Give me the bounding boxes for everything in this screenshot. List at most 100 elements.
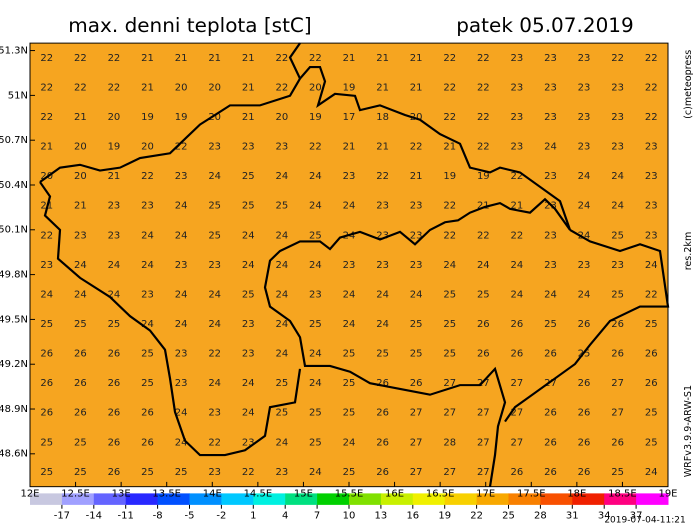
temperature-value: 22 <box>477 53 490 64</box>
temperature-value: 22 <box>275 53 288 64</box>
temperature-value: 24 <box>309 260 322 271</box>
temperature-value: 21 <box>343 53 356 64</box>
temperature-value: 24 <box>645 467 658 478</box>
temperature-value: 26 <box>410 378 423 389</box>
temperature-value: 26 <box>544 467 557 478</box>
y-tick-label: 49.5N <box>0 315 28 326</box>
colorbar-label: 22 <box>470 511 483 522</box>
temperature-value: 23 <box>40 260 53 271</box>
temperature-value: 23 <box>544 83 557 94</box>
temperature-value: 23 <box>175 171 188 182</box>
temperature-value: 23 <box>108 201 121 212</box>
colorbar-segment <box>61 493 95 505</box>
temperature-value: 23 <box>578 112 591 123</box>
temperature-value: 25 <box>309 319 322 330</box>
temperature-value: 23 <box>275 467 288 478</box>
temperature-value: 19 <box>309 112 322 123</box>
temperature-value: 22 <box>40 83 53 94</box>
temperature-value: 23 <box>544 201 557 212</box>
temperature-value: 26 <box>108 408 121 419</box>
temperature-value: 23 <box>645 201 658 212</box>
temperature-value: 21 <box>242 112 255 123</box>
temperature-value: 23 <box>611 142 624 153</box>
temperature-value: 24 <box>175 230 188 241</box>
temperature-value: 22 <box>208 437 221 448</box>
temperature-value: 24 <box>376 290 389 301</box>
colorbar-label: -5 <box>185 511 195 522</box>
temperature-value: 19 <box>443 171 456 182</box>
temperature-value: 21 <box>376 142 389 153</box>
temperature-value: 22 <box>141 171 154 182</box>
temperature-value: 23 <box>544 53 557 64</box>
temperature-value: 23 <box>578 142 591 153</box>
temperature-value: 21 <box>208 53 221 64</box>
colorbar-segment <box>444 493 478 505</box>
temperature-value: 24 <box>275 230 288 241</box>
temperature-value: 24 <box>175 201 188 212</box>
timestamp: 2019-07-04-11:21 <box>604 516 685 525</box>
temperature-value: 25 <box>74 319 87 330</box>
temperature-value: 24 <box>343 201 356 212</box>
temperature-value: 23 <box>175 349 188 360</box>
colorbar-segment <box>317 493 350 505</box>
temperature-value: 24 <box>343 319 356 330</box>
temperature-value: 23 <box>343 171 356 182</box>
temperature-value: 23 <box>242 319 255 330</box>
temperature-value: 23 <box>410 201 423 212</box>
temperature-value: 25 <box>443 319 456 330</box>
temperature-value: 23 <box>645 142 658 153</box>
temperature-value: 24 <box>108 290 121 301</box>
temperature-value: 24 <box>275 171 288 182</box>
temperature-value: 27 <box>477 437 490 448</box>
y-tick-label: 49.8N <box>0 270 28 281</box>
temperature-value: 20 <box>275 112 288 123</box>
temperature-value: 21 <box>74 201 87 212</box>
x-tick-label: 17E <box>476 488 495 499</box>
temperature-value: 22 <box>443 83 456 94</box>
temperature-value: 21 <box>141 83 154 94</box>
temperature-value: 21 <box>40 142 53 153</box>
x-tick-label: 15E <box>294 488 313 499</box>
temperature-value: 19 <box>141 112 154 123</box>
temperature-value: 23 <box>410 230 423 241</box>
temperature-value: 23 <box>309 290 322 301</box>
temperature-value: 20 <box>141 142 154 153</box>
temperature-value: 23 <box>578 83 591 94</box>
temperature-value: 19 <box>175 112 188 123</box>
temperature-value: 22 <box>40 53 53 64</box>
temperature-value: 24 <box>40 290 53 301</box>
temperature-value: 24 <box>208 171 221 182</box>
temperature-value: 24 <box>74 290 87 301</box>
x-tick-label: 14E <box>203 488 222 499</box>
temperature-value: 21 <box>343 142 356 153</box>
temperature-value: 26 <box>108 437 121 448</box>
temperature-value: 24 <box>275 349 288 360</box>
x-tick-label: 18.5E <box>608 488 637 499</box>
temperature-value: 26 <box>40 349 53 360</box>
colorbar-label: 4 <box>282 511 288 522</box>
temperature-value: 20 <box>309 83 322 94</box>
temperature-value: 20 <box>74 171 87 182</box>
temperature-value: 25 <box>175 467 188 478</box>
temperature-value: 22 <box>242 467 255 478</box>
temperature-value: 23 <box>578 260 591 271</box>
temperature-value: 25 <box>376 349 389 360</box>
temperature-value: 24 <box>611 201 624 212</box>
temperature-value: 26 <box>578 467 591 478</box>
temperature-value: 22 <box>40 112 53 123</box>
colorbar-label: 19 <box>438 511 451 522</box>
temperature-value: 20 <box>208 83 221 94</box>
colorbar-segment <box>476 493 509 505</box>
temperature-value: 25 <box>645 437 658 448</box>
temperature-value: 24 <box>242 260 255 271</box>
colorbar-segment <box>572 493 605 505</box>
colorbar-label: 7 <box>314 511 320 522</box>
temperature-value: 25 <box>242 171 255 182</box>
colorbar-label: -11 <box>118 511 134 522</box>
temperature-value: 26 <box>544 408 557 419</box>
temperature-value: 24 <box>578 230 591 241</box>
map-area <box>30 43 668 487</box>
temperature-value: 24 <box>578 290 591 301</box>
temperature-value: 25 <box>477 290 490 301</box>
